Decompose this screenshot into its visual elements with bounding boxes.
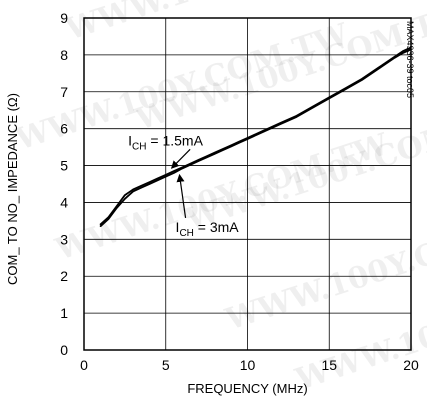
series-2-point: [377, 68, 379, 70]
series-2-point: [116, 207, 118, 209]
series-2-point: [99, 225, 101, 228]
series-2-point: [165, 176, 167, 178]
x-tick-label: 15: [321, 357, 337, 373]
series-line-2: [99, 48, 412, 228]
series-2-point: [263, 131, 265, 133]
series-2-point: [214, 153, 216, 155]
series-2-point: [206, 156, 208, 159]
series-2-point: [295, 116, 298, 118]
y-tick-label: 4: [60, 194, 68, 210]
x-tick-label: 5: [162, 357, 170, 373]
series-1-point: [140, 185, 142, 187]
series-1-point: [402, 50, 404, 52]
series-2-point: [124, 198, 126, 200]
y-tick-label: 5: [60, 158, 68, 174]
series-2-point: [361, 79, 363, 81]
x-tick-label: 10: [240, 357, 256, 373]
series-2-point: [181, 167, 183, 170]
y-tick-label: 7: [60, 84, 68, 100]
x-tick-label: 0: [80, 357, 88, 373]
y-tick-label: 9: [60, 10, 68, 26]
series-2-point: [173, 172, 175, 174]
series-layer: [99, 46, 412, 228]
series-2-point: [156, 179, 159, 181]
series-2-point: [328, 97, 330, 100]
series-2-point: [222, 149, 224, 151]
watermark-layer: WWW.100Y.COM.TWWWW.100Y.COM.TWWWW.100Y.C…: [11, 0, 427, 398]
y-tick-label: 1: [60, 305, 68, 321]
annotation-layer: ICH = 1.5mA ICH = 3mA: [128, 132, 239, 239]
y-tick-label: 0: [60, 342, 68, 358]
series-2-point: [345, 88, 347, 90]
series-2-point: [246, 138, 249, 140]
series-line-1: [99, 46, 412, 226]
series-1-point: [148, 181, 150, 183]
x-axis-title: FREQUENCY (MHz): [187, 381, 307, 396]
y-axis-title: COM_ TO NO_ IMPEDANCE (Ω): [5, 93, 20, 285]
annotation-arrow-1: [170, 148, 191, 169]
series-1-point: [173, 170, 175, 172]
series-label-1: ICH = 1.5mA: [128, 132, 203, 152]
series-1-point: [165, 174, 167, 176]
y-tick-label: 6: [60, 121, 68, 137]
series-1-point: [124, 194, 126, 196]
y-tick-label: 2: [60, 268, 68, 284]
series-2-point: [394, 57, 396, 59]
tick-layer: 0 5 10 15 20 0 1 2 3 4 5 6 7 8 9: [60, 10, 419, 373]
series-2-point: [197, 160, 200, 162]
series-2-point: [140, 187, 142, 189]
series-2-point: [238, 142, 240, 144]
x-tick-label: 20: [403, 357, 419, 373]
y-tick-label: 3: [60, 231, 68, 247]
series-label-2: ICH = 3mA: [176, 219, 240, 239]
series-1-point: [156, 177, 159, 180]
figure-id-label: MAX4936-39 toc05: [405, 21, 415, 98]
series-2-point: [148, 183, 150, 185]
series-2-point: [132, 190, 134, 192]
watermark-text: WWW.100Y.COM.TW: [51, 127, 394, 268]
series-2-point: [279, 123, 281, 125]
series-2-point: [189, 164, 191, 166]
series-1-point: [132, 188, 134, 191]
annotation-arrow-2: [176, 173, 187, 219]
series-2-point: [107, 218, 110, 220]
series-2-point: [402, 52, 404, 54]
series-2-point: [230, 145, 232, 147]
series-2-point: [312, 107, 314, 109]
y-tick-label: 8: [60, 47, 68, 63]
grid-layer: [84, 18, 411, 350]
plot-frame: [83, 17, 412, 351]
